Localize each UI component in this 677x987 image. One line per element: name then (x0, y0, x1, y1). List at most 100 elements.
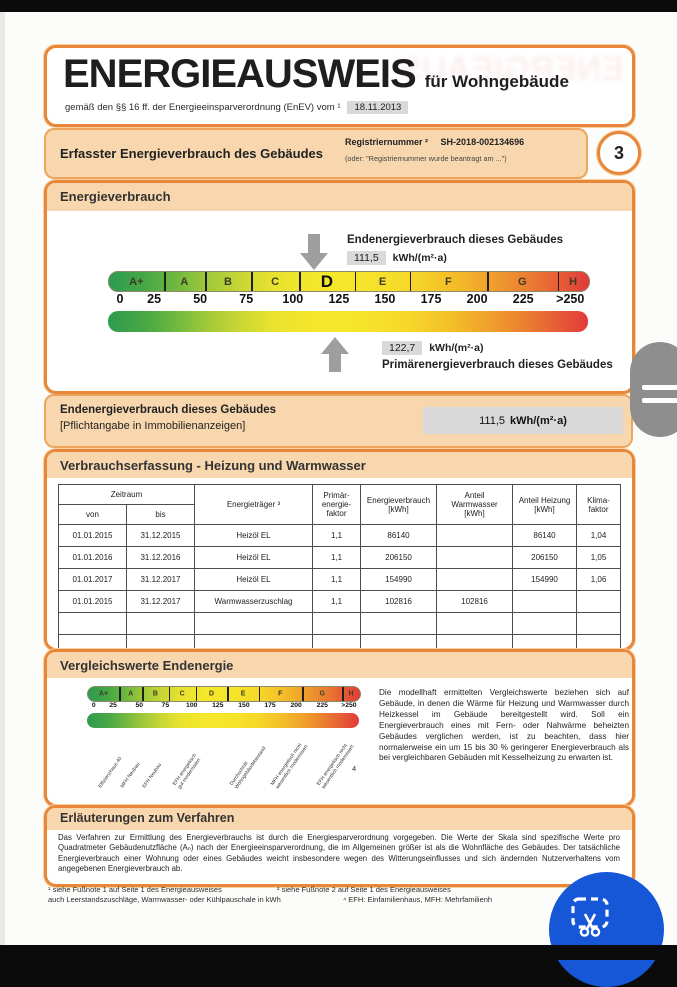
col-zeitraum: Zeitraum (58, 484, 195, 505)
table-cell: 102816 (436, 590, 513, 613)
table-row: 01.01.2015 31.12.2017 Warmwasserzuschlag 1,… (58, 590, 621, 613)
usage-section-title: Verbrauchserfassung - Heizung und Warmwa… (60, 458, 366, 473)
scale-tick: >250 (556, 292, 585, 306)
screenshot-crop-icon (571, 897, 609, 937)
page-edge (0, 12, 5, 945)
scale-separator (354, 272, 357, 291)
scale-tick: 25 (109, 702, 117, 709)
scale-letter: F (278, 690, 283, 698)
usage-table-section: Verbrauchserfassung - Heizung und Warmwa… (44, 449, 635, 657)
scale-letter: H (348, 690, 354, 698)
end-energy-banner: Endenergieverbrauch dieses Gebäudes [Pfl… (44, 394, 633, 448)
table-cell (58, 612, 127, 635)
table-cell: Heizöl EL (194, 524, 313, 547)
table-cell (312, 612, 361, 635)
table-cell: 31.12.2016 (126, 546, 195, 569)
table-row: 01.01.2015 31.12.2015 Heizöl EL 1,1 86140 861… (58, 524, 621, 547)
scale-separator (302, 687, 304, 701)
energy-scale-ticks: 0 25 50 75 100 125 150 175 200 225 >250 (108, 292, 588, 307)
table-cell: 31.12.2017 (126, 568, 195, 591)
table-cell: 1,06 (576, 568, 621, 591)
scale-letter: B (224, 275, 233, 288)
document-page: ENERGIEAUSWEIS ENERGIEAUSWEIS für Wohnge… (0, 12, 677, 945)
table-cell: 1,1 (312, 590, 361, 613)
scale-letter: C (179, 690, 185, 698)
table-cell: 01.01.2015 (58, 524, 127, 547)
table-cell: 1,05 (576, 546, 621, 569)
table-row (58, 612, 621, 635)
scale-letter: A+ (98, 690, 109, 698)
comparison-section-title: Vergleichswerte Endenergie (60, 658, 234, 673)
table-cell (436, 524, 513, 547)
scale-tick: 75 (161, 702, 170, 709)
comparison-bar-label: Durchschnitt Wohngebäudebestand (229, 744, 268, 790)
table-cell: 102816 (360, 590, 437, 613)
primary-energy-unit: kWh/(m²·a) (429, 342, 484, 354)
explanation-paragraph: Das Verfahren zur Ermittlung des Energie… (58, 833, 620, 873)
scale-tick: 225 (512, 292, 534, 306)
table-cell (512, 590, 577, 613)
side-panel-handle[interactable] (630, 342, 677, 437)
scale-tick: 75 (239, 292, 254, 306)
energy-class-letter-bar: A+ A B C D E F G H (108, 271, 590, 292)
handle-line-icon (642, 398, 677, 403)
banner-value-box: 111,5 kWh/(m²·a) (423, 407, 623, 434)
registry-label: Registriernummer ² (345, 137, 429, 147)
col-verbrauch: Energieverbrauch [kWh] (360, 484, 437, 525)
scale-separator (119, 687, 121, 701)
scale-tick: 175 (264, 702, 276, 709)
section-title-bar: Erfasster Energieverbrauch des Gebäudes … (44, 128, 588, 179)
law-text: gemäß den §§ 16 ff. der Energieeinsparve… (65, 102, 341, 113)
table-cell (436, 612, 513, 635)
scale-tick: 225 (316, 702, 328, 709)
comparison-bar-label: EFH energetisch nicht wesentlich moderni… (316, 742, 356, 790)
usage-section-header: Verbrauchserfassung - Heizung und Warmwa… (47, 452, 632, 478)
table-cell: 1,1 (312, 524, 361, 547)
usage-table-body: 01.01.2015 31.12.2015 Heizöl EL 1,1 86140 861… (58, 524, 621, 657)
scale-letter: A+ (129, 275, 144, 288)
footnote-4: ⁴ EFH: Einfamilienhaus, MFH: Mehrfamilie… (343, 895, 493, 904)
scale-letter: H (569, 275, 578, 288)
scale-separator (195, 687, 198, 701)
explanation-section: Erläuterungen zum Verfahren Das Verfahre… (44, 805, 635, 887)
banner-sublabel: [Pflichtangabe in Immobilienanzeigen] (60, 420, 246, 432)
table-row: 01.01.2016 31.12.2016 Heizöl EL 1,1 206150 20… (58, 546, 621, 569)
end-energy-value: 111,5 (347, 251, 386, 265)
footnote-2: ² siehe Fußnote 2 auf Seite 1 des Energi… (277, 885, 451, 894)
scale-tick: >250 (341, 702, 357, 709)
table-cell (436, 568, 513, 591)
table-cell: 154990 (512, 568, 577, 591)
table-cell: 01.01.2017 (58, 568, 127, 591)
masthead-box: ENERGIEAUSWEIS ENERGIEAUSWEIS für Wohnge… (44, 45, 635, 127)
law-date: 18.11.2013 (347, 101, 409, 114)
primary-energy-value-line: 122,7 kWh/(m²·a) (382, 341, 483, 355)
scale-tick: 0 (116, 292, 124, 306)
footnote-1: ¹ siehe Fußnote 1 auf Seite 1 des Energi… (48, 885, 222, 894)
table-cell: Heizöl EL (194, 568, 313, 591)
table-cell: 01.01.2016 (58, 546, 127, 569)
scale-separator (409, 272, 412, 291)
scale-tick: 200 (290, 702, 302, 709)
explanation-section-header: Erläuterungen zum Verfahren (47, 808, 632, 830)
col-heizung: Anteil Heizung [kWh] (512, 484, 577, 525)
scale-separator (164, 272, 166, 291)
table-row: 01.01.2017 31.12.2017 Heizöl EL 1,1 154990 15… (58, 568, 621, 591)
table-cell: Warmwasserzuschlag (194, 590, 313, 613)
comparison-footnote-ref: 4 (352, 764, 357, 773)
primary-energy-label: Primärenergieverbrauch dieses Gebäudes (382, 359, 613, 371)
col-pef: Primär- energie- faktor (312, 484, 361, 525)
table-cell: 1,1 (312, 546, 361, 569)
scale-separator (251, 272, 253, 291)
consumption-section-header: Energieverbrauch (47, 183, 632, 211)
table-cell (126, 612, 195, 635)
comparison-paragraph: Die modellhaft ermittelten Vergleichswer… (379, 688, 629, 763)
end-energy-unit: kWh/(m²·a) (392, 252, 447, 264)
explanation-section-title: Erläuterungen zum Verfahren (60, 811, 235, 825)
scale-separator (487, 272, 489, 291)
col-von: von (58, 504, 127, 525)
scale-tick: 150 (238, 702, 250, 709)
scale-letter: E (240, 690, 246, 698)
comparison-section: Vergleichswerte Endenergie A+ A B C D E F G H 0 2… (44, 649, 635, 807)
screenshot-crop-button[interactable] (549, 872, 664, 987)
scale-tick: 100 (186, 702, 198, 709)
